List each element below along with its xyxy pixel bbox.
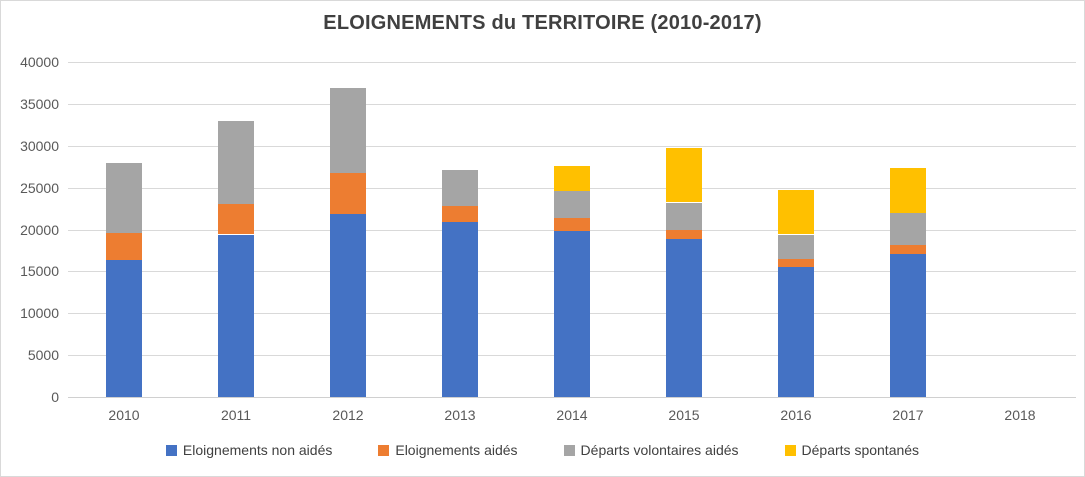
bar-segment-2017-series-1	[890, 245, 926, 254]
x-tick-label: 2016	[780, 407, 812, 423]
y-tick-label: 20000	[20, 222, 59, 238]
bar-segment-2010-series-0	[106, 260, 142, 397]
bar-segment-2017-series-3	[890, 168, 926, 213]
legend-swatch-icon	[165, 444, 177, 456]
y-tick-label: 10000	[20, 305, 59, 321]
gridline	[68, 146, 1076, 147]
bar-segment-2012-series-1	[330, 173, 366, 214]
bar-segment-2010-series-1	[106, 232, 142, 260]
bar-segment-2014-series-3	[554, 166, 590, 191]
bar-segment-2014-series-2	[554, 191, 590, 218]
x-tick-label: 2017	[892, 407, 924, 423]
bar-segment-2012-series-0	[330, 214, 366, 397]
x-tick-label: 2018	[1004, 407, 1036, 423]
x-tick-label: 2010	[108, 407, 140, 423]
y-tick-label: 25000	[20, 180, 59, 196]
gridline	[68, 397, 1076, 398]
legend-label: Eloignements non aidés	[182, 442, 333, 458]
x-tick-label: 2012	[332, 407, 364, 423]
x-tick-label: 2013	[444, 407, 476, 423]
y-tick-label: 30000	[20, 138, 59, 154]
legend-swatch-icon	[378, 444, 390, 456]
legend: Eloignements non aidés Eloignements aidés…	[1, 442, 1084, 458]
y-tick-label: 15000	[20, 263, 59, 279]
bar-segment-2013-series-1	[442, 206, 478, 222]
bar-segment-2016-series-2	[778, 235, 814, 259]
bar-segment-2013-series-2	[442, 170, 478, 206]
x-tick-label: 2014	[556, 407, 588, 423]
bar-segment-2015-series-3	[666, 148, 702, 202]
bar-segment-2016-series-0	[778, 267, 814, 397]
bar-segment-2014-series-1	[554, 218, 590, 231]
bar-segment-2015-series-1	[666, 230, 702, 239]
bar-segment-2017-series-2	[890, 213, 926, 245]
legend-item-series-0: Eloignements non aidés	[165, 442, 333, 458]
gridline	[68, 104, 1076, 105]
x-tick-label: 2011	[220, 407, 252, 423]
legend-label: Départs volontaires aidés	[580, 442, 739, 458]
bar-segment-2016-series-1	[778, 259, 814, 267]
gridline	[68, 62, 1076, 63]
y-tick-label: 40000	[20, 54, 59, 70]
bar-segment-2015-series-0	[666, 239, 702, 397]
bar-segment-2011-series-0	[218, 235, 254, 397]
legend-swatch-icon	[784, 444, 796, 456]
legend-item-series-2: Départs volontaires aidés	[563, 442, 739, 458]
y-tick-label: 5000	[27, 347, 59, 363]
x-tick-label: 2015	[668, 407, 700, 423]
bar-segment-2015-series-2	[666, 203, 702, 230]
legend-item-series-1: Eloignements aidés	[378, 442, 518, 458]
y-tick-label: 0	[51, 389, 59, 405]
legend-swatch-icon	[563, 444, 575, 456]
bar-segment-2013-series-0	[442, 222, 478, 397]
bar-segment-2017-series-0	[890, 254, 926, 397]
bar-segment-2012-series-2	[330, 88, 366, 173]
chart-title: ELOIGNEMENTS du TERRITOIRE (2010-2017)	[323, 12, 762, 34]
y-tick-label: 35000	[20, 96, 59, 112]
legend-label: Eloignements aidés	[395, 442, 518, 458]
bar-segment-2010-series-2	[106, 163, 142, 233]
plot-area	[68, 62, 1076, 398]
legend-label: Départs spontanés	[801, 442, 920, 458]
bar-segment-2011-series-2	[218, 121, 254, 204]
bar-segment-2014-series-0	[554, 230, 590, 397]
bar-segment-2016-series-3	[778, 190, 814, 234]
bar-segment-2011-series-1	[218, 204, 254, 234]
legend-item-series-3: Départs spontanés	[784, 442, 920, 458]
